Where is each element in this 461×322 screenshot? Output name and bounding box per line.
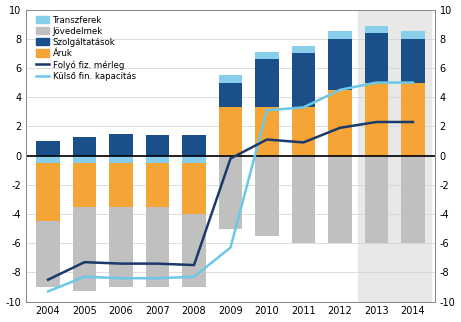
Bar <box>219 156 242 229</box>
Bar <box>292 107 315 156</box>
Bar <box>328 90 352 156</box>
Bar <box>182 135 206 156</box>
Bar <box>219 107 242 156</box>
Bar <box>401 82 425 156</box>
Bar <box>365 156 388 243</box>
Bar <box>109 207 133 287</box>
Bar <box>401 32 425 39</box>
Bar <box>146 207 169 287</box>
Bar <box>182 214 206 287</box>
Bar <box>36 163 60 221</box>
Bar <box>358 10 431 302</box>
Bar <box>146 163 169 207</box>
Bar <box>328 32 352 39</box>
Bar <box>182 156 206 163</box>
Bar <box>292 156 315 243</box>
Bar <box>109 156 133 163</box>
Bar <box>73 137 96 156</box>
Bar <box>292 46 315 53</box>
Bar <box>36 141 60 156</box>
Bar <box>219 75 242 82</box>
Bar <box>255 156 279 236</box>
Bar <box>182 163 206 214</box>
Bar <box>255 107 279 156</box>
Bar <box>109 163 133 207</box>
Legend: Transzferek, Jövedelmek, Szolgáltatások, Áruk, Folyó fiz. mérleg, Külső fin. kap: Transzferek, Jövedelmek, Szolgáltatások,… <box>35 14 137 82</box>
Bar <box>73 156 96 163</box>
Bar <box>365 26 388 33</box>
Bar <box>365 33 388 82</box>
Bar <box>365 82 388 156</box>
Bar <box>255 52 279 59</box>
Bar <box>146 135 169 156</box>
Bar <box>36 221 60 287</box>
Bar <box>219 82 242 107</box>
Bar <box>328 39 352 90</box>
Bar <box>73 207 96 291</box>
Bar <box>73 163 96 207</box>
Bar <box>146 156 169 163</box>
Bar <box>36 156 60 163</box>
Bar <box>328 156 352 243</box>
Bar <box>292 53 315 107</box>
Bar <box>109 134 133 156</box>
Bar <box>255 59 279 107</box>
Bar <box>401 39 425 82</box>
Bar <box>401 156 425 243</box>
